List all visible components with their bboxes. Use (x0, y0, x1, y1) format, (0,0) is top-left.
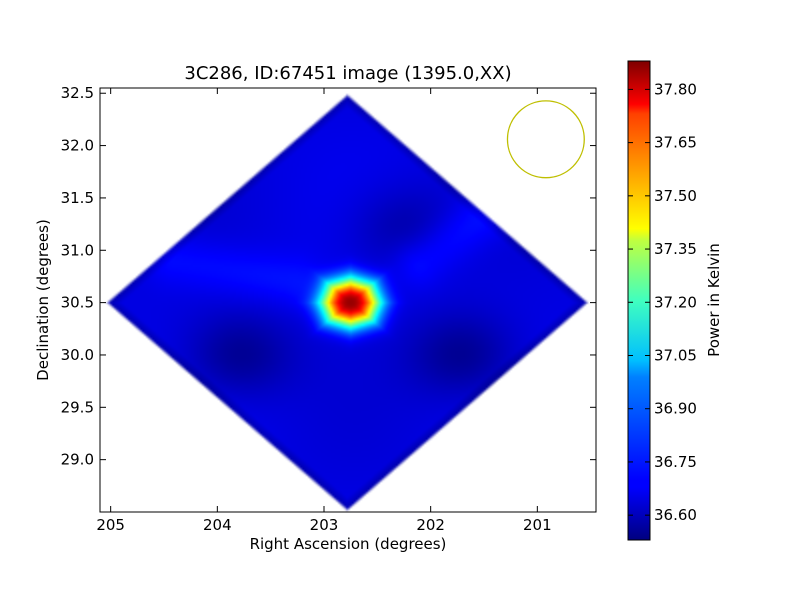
plot-area (100, 88, 596, 512)
y-tick-label: 31.0 (61, 241, 94, 259)
heatmap-image (100, 88, 596, 512)
x-tick-label: 203 (310, 516, 339, 534)
x-tick-label: 202 (416, 516, 445, 534)
x-axis-label: Right Ascension (degrees) (250, 535, 447, 553)
x-tick-label: 204 (203, 516, 232, 534)
y-axis-label: Declination (degrees) (34, 219, 52, 381)
plot-frame (99, 87, 597, 513)
y-axis-ticks: 29.0 29.5 30.0 30.5 31.0 31.5 32.0 32.5 (61, 84, 596, 469)
y-tick-label: 32.0 (61, 137, 94, 155)
beam-circle (506, 100, 585, 179)
colorbar-tick-label: 36.75 (654, 453, 697, 471)
y-tick-label: 30.5 (61, 294, 94, 312)
colorbar-tick-label: 37.50 (654, 187, 697, 205)
y-tick-label: 29.5 (61, 398, 94, 416)
y-tick-label: 31.5 (61, 189, 94, 207)
x-tick-label: 205 (96, 516, 125, 534)
colorbar-tick-label: 36.60 (654, 506, 697, 524)
colorbar-tick-label: 37.35 (654, 240, 697, 258)
colorbar-frame (627, 60, 651, 541)
x-axis-ticks: 205 204 203 202 201 (96, 88, 552, 534)
colorbar-label: Power in Kelvin (705, 243, 723, 357)
y-tick-label: 32.5 (61, 84, 94, 102)
y-tick-label: 29.0 (61, 451, 94, 469)
colorbar-tick-label: 37.65 (654, 134, 697, 152)
colorbar-tick-label: 37.20 (654, 293, 697, 311)
y-tick-label: 30.0 (61, 346, 94, 364)
colorbar-tick-label: 37.05 (654, 346, 697, 364)
colorbar-gradient (628, 61, 650, 540)
chart-title: 3C286, ID:67451 image (1395.0,XX) (184, 63, 511, 84)
colorbar-ticks: 36.60 36.75 36.90 37.05 37.20 37.35 37.50 37.65… (628, 80, 697, 524)
x-tick-label: 201 (523, 516, 552, 534)
colorbar-tick-label: 37.80 (654, 80, 697, 98)
colorbar-tick-label: 36.90 (654, 400, 697, 418)
colorbar: 36.60 36.75 36.90 37.05 37.20 37.35 37.50 37.65… (627, 60, 723, 541)
